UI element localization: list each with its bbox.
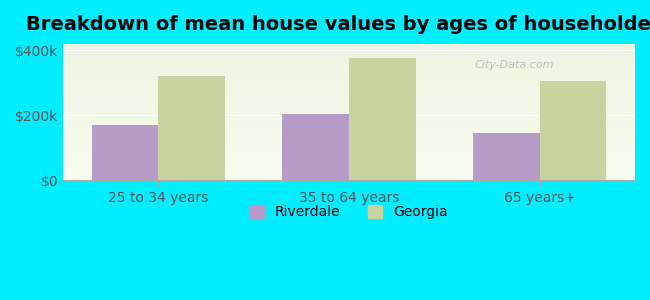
Legend: Riverdale, Georgia: Riverdale, Georgia [244,200,454,225]
Bar [282,114,349,180]
Text: City-Data.com: City-Data.com [475,60,554,70]
Bar [349,58,416,180]
Bar [540,81,606,180]
Title: Breakdown of mean house values by ages of householders: Breakdown of mean house values by ages o… [26,15,650,34]
Bar [473,133,540,180]
Bar [92,125,159,180]
Bar [159,76,225,180]
